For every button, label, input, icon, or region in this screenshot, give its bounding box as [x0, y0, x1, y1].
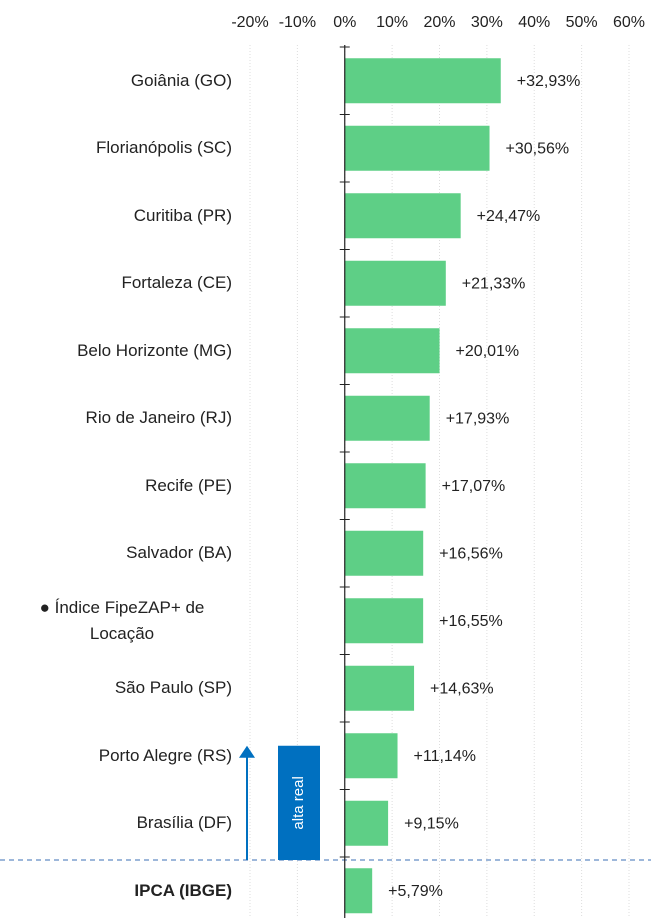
category-text: Salvador (BA) [126, 543, 232, 563]
category-text: Belo Horizonte (MG) [77, 340, 232, 360]
category-label: Florianópolis (SC) [12, 135, 232, 161]
bar [344, 530, 424, 576]
category-label: Rio de Janeiro (RJ) [12, 405, 232, 431]
value-label: +20,01% [456, 343, 520, 360]
category-text: Florianópolis (SC) [95, 138, 232, 158]
category-label: Curitiba (PR) [12, 203, 232, 229]
value-label: +5,79% [388, 883, 443, 900]
value-label: +17,93% [446, 410, 510, 427]
bar [344, 868, 373, 914]
bar [344, 260, 446, 306]
category-label: Fortaleza (CE) [12, 270, 232, 296]
value-label: +32,93% [517, 73, 581, 90]
bar [344, 733, 398, 779]
category-text: Fortaleza (CE) [121, 273, 232, 293]
category-label: Goiânia (GO) [12, 68, 232, 94]
value-label: +30,56% [506, 140, 570, 157]
bar [344, 800, 389, 846]
x-tick-label: 50% [566, 14, 598, 31]
category-label: Belo Horizonte (MG) [12, 338, 232, 364]
category-label: Recife (PE) [12, 473, 232, 499]
bar [344, 125, 490, 171]
annotation-box [278, 745, 320, 860]
value-label: +21,33% [462, 275, 526, 292]
x-tick-label: 10% [376, 14, 408, 31]
x-tick-label: 30% [471, 14, 503, 31]
category-label: IPCA (IBGE) [12, 878, 232, 904]
bar [344, 598, 424, 644]
category-label: São Paulo (SP) [12, 675, 232, 701]
annotation: alta real [290, 776, 307, 829]
x-tick-label: 40% [518, 14, 550, 31]
category-label: ● Índice FipeZAP+ de Locação [12, 595, 232, 647]
category-text: Recife (PE) [145, 475, 232, 495]
bar [344, 193, 461, 239]
x-tick-label: -10% [279, 14, 316, 31]
category-label: Salvador (BA) [12, 540, 232, 566]
bar [344, 58, 501, 104]
x-tick-label: 60% [613, 14, 645, 31]
bar [344, 463, 426, 509]
value-label: +14,63% [430, 680, 494, 697]
value-label: +16,55% [439, 613, 503, 630]
arrow-head [239, 745, 255, 758]
value-label: +9,15% [404, 815, 459, 832]
category-text: Brasília (DF) [136, 813, 232, 833]
category-text: Curitiba (PR) [133, 205, 232, 225]
bar [344, 328, 440, 374]
x-tick-label: 0% [333, 14, 356, 31]
category-label: Porto Alegre (RS) [12, 743, 232, 769]
bar [344, 395, 430, 441]
category-text: Porto Alegre (RS) [98, 745, 232, 765]
value-label: +17,07% [442, 478, 506, 495]
value-label: +16,56% [439, 545, 503, 562]
category-text: São Paulo (SP) [114, 678, 232, 698]
x-tick-label: -20% [231, 14, 268, 31]
bar [344, 665, 415, 711]
category-label: Brasília (DF) [12, 810, 232, 836]
category-text: Rio de Janeiro (RJ) [85, 408, 232, 428]
value-label: +24,47% [477, 208, 541, 225]
x-tick-label: 20% [423, 14, 455, 31]
category-text: IPCA (IBGE) [134, 880, 232, 900]
category-text: ● Índice FipeZAP+ de Locação [39, 597, 205, 643]
category-text: Goiânia (GO) [130, 70, 232, 90]
value-label: +11,14% [414, 748, 476, 765]
